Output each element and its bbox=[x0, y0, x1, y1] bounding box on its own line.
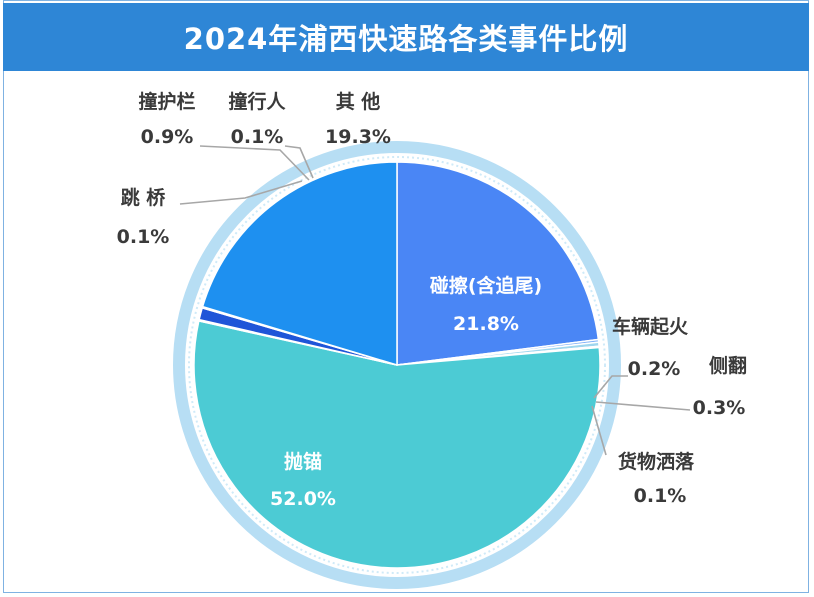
slice-value-label-1: 0.2% bbox=[628, 358, 681, 380]
leader-line-7 bbox=[284, 145, 314, 179]
chart-title: 2024年浦西快速路各类事件比例 bbox=[3, 3, 809, 71]
slice-value-label-6: 0.9% bbox=[141, 126, 194, 148]
slice-value-label-8: 19.3% bbox=[325, 126, 391, 148]
inner-dotted-ring bbox=[188, 156, 606, 574]
slice-value-label-2: 0.3% bbox=[693, 397, 746, 419]
slice-name-label-5: 跳 桥 bbox=[121, 186, 167, 209]
slice-labels: 碰擦(含追尾) 21.8% 车辆起火 0.2% 侧翻 0.3% 货物洒落 0.1% 抛锚 52.0… bbox=[117, 90, 747, 510]
leader-line-5 bbox=[179, 180, 303, 205]
leader-lines bbox=[179, 145, 691, 456]
leader-line-1 bbox=[593, 375, 628, 399]
slice-name-label-6: 撞护栏 bbox=[138, 90, 195, 113]
slice-name-label-8: 其 他 bbox=[336, 90, 381, 113]
pie-slice-0 bbox=[396, 161, 600, 366]
slice-value-label-3: 0.1% bbox=[634, 485, 687, 507]
slice-value-label-4: 52.0% bbox=[270, 488, 336, 510]
slice-name-label-4: 抛锚 bbox=[284, 450, 322, 473]
pie-slice-8 bbox=[201, 161, 398, 367]
pie-slices bbox=[193, 161, 601, 569]
slice-name-label-3: 货物洒落 bbox=[618, 450, 695, 473]
slice-name-label-1: 车辆起火 bbox=[612, 315, 689, 338]
slice-value-label-5: 0.1% bbox=[117, 226, 170, 248]
leader-line-2 bbox=[595, 401, 691, 411]
slice-name-label-2: 侧翻 bbox=[709, 354, 747, 377]
leader-line-3 bbox=[591, 405, 607, 456]
slice-value-label-0: 21.8% bbox=[453, 313, 519, 335]
pie-slice-4 bbox=[193, 320, 601, 569]
slice-value-label-7: 0.1% bbox=[231, 126, 284, 148]
outer-ring bbox=[173, 141, 621, 589]
slice-name-label-7: 撞行人 bbox=[228, 90, 286, 113]
leader-line-6 bbox=[199, 145, 310, 181]
slice-name-label-0: 碰擦(含追尾) bbox=[430, 274, 542, 297]
